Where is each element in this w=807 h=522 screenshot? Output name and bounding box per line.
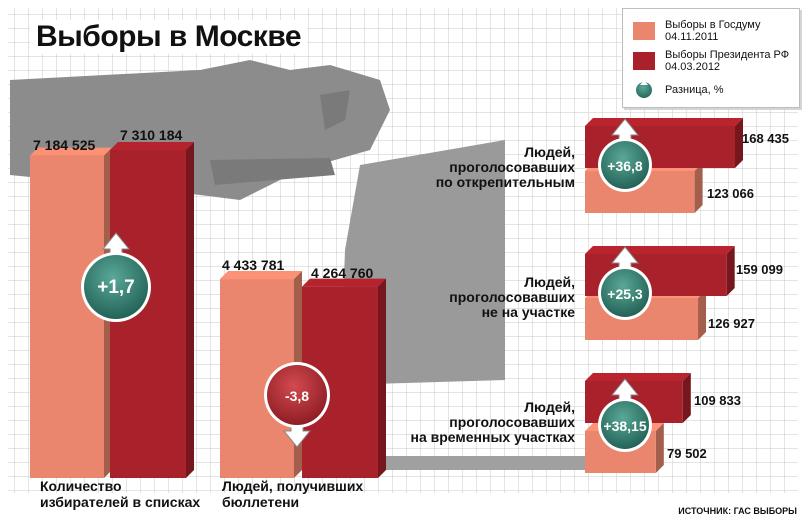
legend: Выборы в Госдуму 04.11.2011 Выборы Прези…	[622, 8, 800, 108]
diff-badge-voters-label: +1,7	[97, 277, 135, 298]
hbar-duma-side	[694, 163, 703, 213]
bar-president-top	[110, 142, 194, 150]
bar-duma-top	[30, 147, 112, 156]
legend-swatch-president	[633, 52, 655, 70]
hbar-category-label: Людей, проголосовавших не на участке	[449, 274, 575, 320]
hbar-president-side	[682, 373, 691, 423]
bar-president-side	[186, 142, 194, 478]
hbar-president-top	[585, 246, 735, 254]
diff-badge-hbar-label: +36,8	[607, 158, 643, 174]
hbar-category-label: Людей, проголосовавших по открепительным	[435, 144, 575, 190]
category-label-voters: Количество избирателей в списках	[40, 478, 201, 510]
bar-president-side	[378, 278, 386, 478]
diff-badge-hbar	[601, 401, 649, 449]
diff-badge-voters	[84, 255, 148, 319]
page-title: Выборы в Москве	[30, 20, 308, 54]
source-note: ИСТОЧНИК: ГАС ВЫБОРЫ	[678, 506, 797, 516]
hbar-president-side	[735, 118, 743, 168]
legend-item-president: Выборы Президента РФ 04.03.2012	[633, 49, 789, 73]
hbar-value-label: 123 066	[707, 186, 754, 201]
hbar-president-side	[726, 246, 735, 296]
hbar-duma-side	[655, 423, 664, 473]
diff-badge-hbar	[601, 269, 649, 317]
bar-value-label: 4 264 760	[311, 265, 374, 281]
legend-item-difference: Разница, %	[633, 79, 724, 101]
legend-item-duma: Выборы в Госдуму 04.11.2011	[633, 19, 760, 43]
diff-badge-hbar	[601, 141, 649, 189]
hbar-value-label: 109 833	[694, 393, 741, 408]
category-label-ballots: Людей, получивших бюллетени	[222, 478, 364, 510]
bar-president-top	[302, 278, 386, 287]
ballot-box-slot	[380, 456, 590, 470]
hbar-president-top	[585, 373, 691, 381]
hbar-value-label: 168 435	[742, 131, 789, 146]
diff-badge-hbar-label: +25,3	[607, 286, 643, 302]
legend-swatch-duma	[633, 22, 655, 40]
diff-badge-ballots-label: -3,8	[285, 388, 309, 404]
hbar-value-label: 159 099	[736, 262, 783, 277]
hbar-value-label: 79 502	[667, 446, 707, 461]
hbar-value-label: 126 927	[708, 316, 755, 331]
bar-value-label: 4 433 781	[222, 257, 285, 273]
bar-value-label: 7 310 184	[120, 127, 183, 143]
diff-badge-hbar-label: +38,15	[603, 418, 646, 434]
hbar-president-top	[585, 118, 743, 126]
bar-value-label: 7 184 525	[33, 137, 96, 153]
hbar-duma-side	[698, 290, 707, 340]
legend-badge-icon	[634, 80, 654, 100]
bar-duma	[30, 155, 104, 478]
bar-duma-top	[220, 271, 302, 280]
diff-badge-ballots	[267, 365, 327, 425]
hbar-category-label: Людей, проголосовавших на временных учас…	[410, 399, 576, 445]
